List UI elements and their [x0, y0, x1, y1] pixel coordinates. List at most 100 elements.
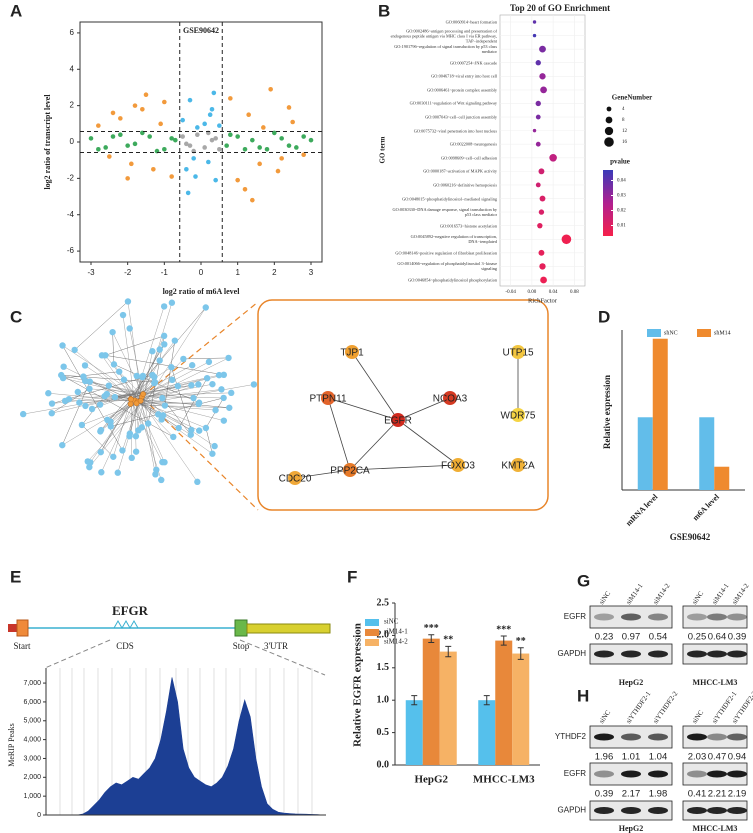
- network-edge: [89, 381, 134, 401]
- network-node: [218, 386, 225, 393]
- network-node: [168, 299, 176, 306]
- blot-band: [707, 807, 727, 814]
- bubble: [539, 195, 546, 202]
- point: [286, 143, 292, 148]
- colorbar-label: 0.03: [617, 194, 626, 199]
- blot-band: [648, 770, 668, 778]
- node-label: KMT2A: [501, 461, 535, 472]
- colorbar-label: 0.02: [617, 209, 626, 214]
- band-quant: 2.03: [688, 752, 707, 763]
- network-node: [104, 416, 111, 424]
- point: [158, 121, 163, 127]
- point: [202, 121, 207, 127]
- bubble: [538, 209, 545, 215]
- blot-band: [621, 733, 641, 741]
- network-node: [155, 411, 162, 418]
- legend-size: [604, 126, 614, 136]
- network-node: [511, 408, 525, 422]
- network-edge: [87, 403, 142, 462]
- network-edge: [79, 399, 137, 403]
- blot-band: [648, 613, 668, 621]
- network-node: [175, 424, 182, 432]
- network-node: [109, 328, 116, 336]
- blot-band: [687, 807, 707, 814]
- network-node: [116, 368, 123, 375]
- network-node: [187, 431, 194, 438]
- zoom-connector: [239, 639, 326, 676]
- y-axis-label: Relative EGFR expression: [352, 623, 364, 747]
- y-axis-label: MeRIP Peaks: [7, 723, 16, 766]
- blot-band: [621, 613, 641, 621]
- bubble: [539, 263, 546, 270]
- network-edge: [144, 307, 206, 404]
- network-edge: [138, 365, 193, 394]
- network-edge: [62, 381, 91, 446]
- point: [228, 96, 233, 101]
- legend-label: 8: [622, 118, 625, 123]
- y-axis-label: log2 ratio of transcript level: [43, 94, 52, 190]
- band-quant: 2.17: [622, 789, 641, 800]
- network-edge: [134, 403, 137, 452]
- network-node: [48, 410, 55, 417]
- gene-title: EFGR: [112, 603, 149, 618]
- point: [257, 145, 262, 150]
- y-tick-label: 5,000: [23, 718, 41, 725]
- plot-frame: [499, 14, 586, 287]
- network-node: [102, 352, 109, 359]
- network-edge: [131, 389, 222, 401]
- network-edge: [112, 332, 143, 394]
- network-node: [250, 381, 258, 388]
- network-node: [132, 432, 140, 440]
- network-edge: [122, 315, 134, 397]
- node-label: PPP2CA: [330, 466, 370, 477]
- point: [184, 141, 189, 147]
- legend-size: [604, 137, 614, 147]
- point: [261, 125, 266, 130]
- network-node: [156, 346, 163, 353]
- network-edge: [171, 367, 192, 430]
- network-node: [209, 450, 216, 457]
- network-node: [151, 379, 159, 386]
- node-label: PTPN11: [309, 394, 346, 405]
- network-node: [188, 426, 195, 434]
- blot-band: [727, 733, 747, 741]
- x-tick-label: m6A level: [691, 492, 722, 523]
- y-tick-label: GO:0030111~regulation of Wnt signaling p…: [409, 100, 497, 106]
- network-node: [111, 393, 119, 401]
- network-node: [86, 378, 94, 385]
- bar: [439, 651, 457, 765]
- network-edge: [144, 357, 229, 400]
- y-tick-label: GO:0046854~phosphatidylinositol phosphor…: [408, 277, 497, 283]
- point: [118, 132, 123, 138]
- hub-node: [137, 398, 144, 404]
- cell-line-label: HepG2: [619, 678, 643, 687]
- lane-label: siM14-2: [651, 582, 671, 606]
- network-edge: [397, 419, 459, 466]
- network-node: [161, 341, 168, 348]
- x-tick-label: mRNA level: [624, 492, 660, 528]
- point: [191, 156, 196, 161]
- y-tick-label: 3,000: [23, 755, 41, 762]
- lane-label: siYTHDF2-1: [624, 689, 652, 725]
- network-edge: [131, 404, 230, 408]
- error-bar: [483, 695, 490, 706]
- y-tick-label: GO:0002486~antigen processing and presen…: [390, 28, 497, 44]
- x-axis-label: RichFactor: [528, 297, 558, 304]
- network-node: [78, 421, 86, 429]
- node-label: EGFR: [384, 416, 412, 427]
- band-quant: 1.01: [622, 752, 641, 763]
- network-edge: [349, 464, 459, 471]
- band-quant: 2.21: [708, 789, 727, 800]
- network-edge: [63, 371, 120, 379]
- network-edge: [397, 397, 451, 421]
- network-node: [202, 304, 209, 311]
- y-tick-label: GO:0000187~activation of MAPK activity: [423, 168, 497, 174]
- point: [228, 132, 233, 138]
- network-edge: [143, 392, 164, 416]
- lane-label: siYTHDF2-2: [651, 689, 679, 725]
- y-tick-label: GO:0007254~JNK cascade: [449, 60, 497, 66]
- bubble: [535, 60, 541, 66]
- network-node: [60, 363, 67, 370]
- legend-label: 16: [622, 140, 628, 145]
- band-quant: 0.47: [708, 752, 727, 763]
